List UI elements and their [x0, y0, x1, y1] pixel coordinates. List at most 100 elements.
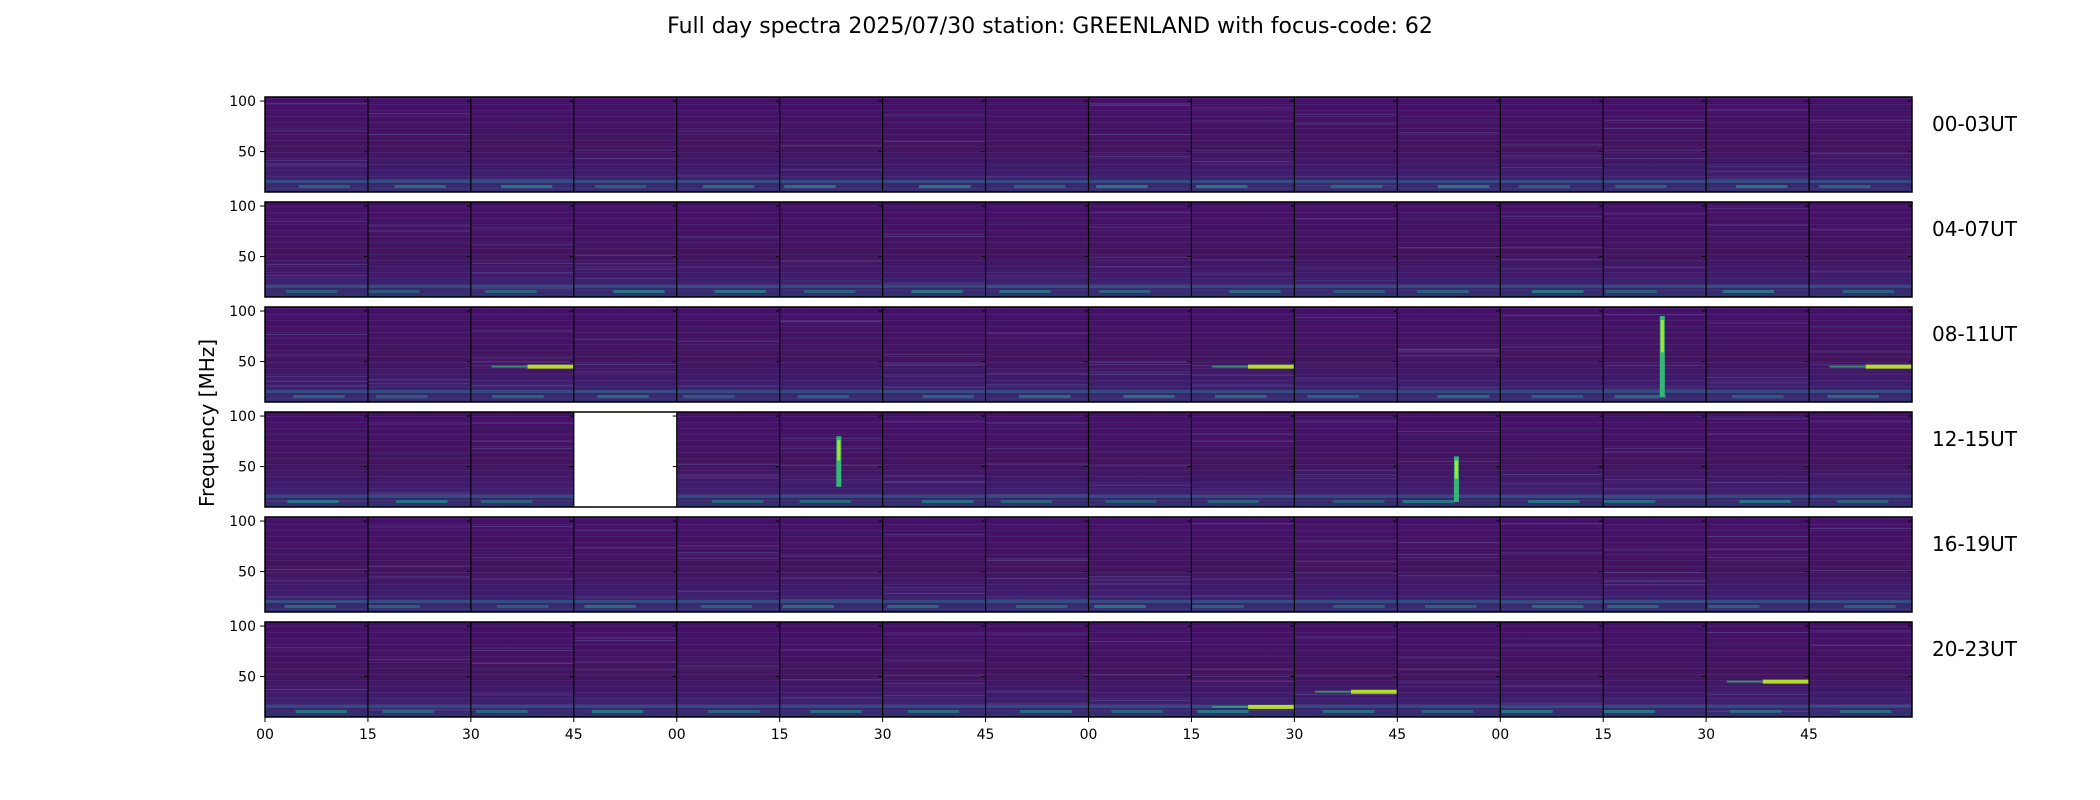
spectrum-panel [985, 517, 1089, 612]
faint-line [367, 604, 471, 606]
faint-line [779, 323, 883, 325]
faint-line [1397, 448, 1501, 450]
panel-texture [779, 307, 883, 402]
faint-line [1500, 642, 1604, 644]
panel-texture [676, 412, 780, 507]
faint-line [1603, 669, 1707, 671]
panel-texture [1603, 97, 1707, 192]
faint-line [1294, 113, 1398, 115]
faint-line [676, 360, 780, 362]
faint-line [985, 373, 1089, 375]
noise-band [985, 284, 1089, 288]
faint-line [1500, 368, 1604, 370]
faint-line [1500, 179, 1604, 181]
row-frame [264, 96, 1913, 193]
faint-line [1397, 434, 1501, 436]
panel-texture [470, 412, 574, 507]
noise-band [265, 704, 368, 708]
faint-line [1191, 283, 1295, 285]
spectrum-panel [1603, 202, 1707, 297]
spectrum-panel [265, 97, 368, 192]
faint-line [676, 595, 780, 597]
faint-line [470, 330, 574, 332]
noise-band [1088, 494, 1192, 498]
noise-band [1603, 179, 1707, 183]
noise-band [367, 284, 471, 288]
panel-texture [1088, 307, 1192, 402]
faint-line [1191, 265, 1295, 267]
faint-line [676, 636, 780, 638]
spectrum-panel [265, 517, 368, 612]
panel-texture [1088, 412, 1192, 507]
y-tick-label: 50 [238, 565, 256, 581]
faint-line [1191, 161, 1295, 163]
faint-line [882, 109, 986, 111]
row-label: 00-03UT [1932, 112, 2018, 136]
noise-floor [1088, 189, 1192, 192]
noise-band [676, 179, 780, 183]
spectrum-panel [1088, 412, 1192, 507]
faint-line [676, 669, 780, 671]
noise-band [1836, 500, 1889, 503]
noise-band [1607, 605, 1659, 608]
faint-line [1294, 525, 1398, 527]
noise-band [714, 290, 766, 293]
faint-line [1294, 276, 1398, 278]
faint-line [1088, 579, 1192, 581]
faint-line [882, 420, 986, 422]
faint-line [573, 669, 677, 671]
spectrum-panel [1603, 517, 1707, 612]
row-frame [264, 306, 1913, 403]
faint-line [779, 662, 883, 664]
noise-band [1809, 284, 1912, 288]
faint-line [985, 424, 1089, 426]
panel-texture [882, 97, 986, 192]
noise-floor [1397, 609, 1501, 612]
faint-line [1603, 676, 1707, 678]
noise-band [375, 395, 428, 398]
noise-band [1421, 710, 1474, 713]
faint-line [1294, 316, 1398, 318]
faint-line [1088, 373, 1192, 375]
faint-line [1500, 602, 1604, 604]
y-tick-label: 100 [229, 619, 256, 635]
faint-line [779, 679, 883, 681]
noise-floor [1706, 714, 1810, 717]
spectrum-panel [1397, 97, 1501, 192]
faint-line [1191, 695, 1295, 697]
faint-line [367, 493, 471, 495]
noise-floor [470, 609, 574, 612]
noise-floor [1294, 504, 1398, 507]
noise-band [1437, 395, 1490, 398]
panel-texture [1706, 622, 1810, 717]
faint-line [985, 270, 1089, 272]
faint-line [779, 280, 883, 282]
noise-floor [1500, 189, 1604, 192]
spectrum-panel [882, 307, 986, 402]
faint-line [1500, 212, 1604, 214]
faint-line [265, 472, 368, 474]
noise-band [779, 179, 883, 183]
faint-line [1294, 320, 1398, 322]
noise-band [1844, 605, 1896, 608]
spectra-row: 50 100 20-23UT [229, 619, 2018, 718]
faint-line [367, 709, 471, 711]
faint-line [1191, 491, 1295, 493]
y-tick-label: 50 [238, 670, 256, 686]
noise-floor [779, 609, 883, 612]
faint-line [1191, 440, 1295, 442]
row-frame [264, 411, 1913, 508]
faint-line [1397, 354, 1501, 356]
faint-line [779, 264, 883, 266]
faint-line [470, 115, 574, 117]
noise-band [1603, 704, 1707, 708]
panel-texture [265, 97, 368, 192]
panel-texture [1809, 622, 1912, 717]
faint-line [1809, 493, 1912, 495]
noise-band [1333, 605, 1385, 608]
faint-line [1294, 576, 1398, 578]
noise-band [1809, 389, 1912, 393]
spectrum-panel [1500, 622, 1604, 717]
y-axis-label: Frequency [MHz] [195, 339, 219, 507]
faint-line [1603, 165, 1707, 167]
